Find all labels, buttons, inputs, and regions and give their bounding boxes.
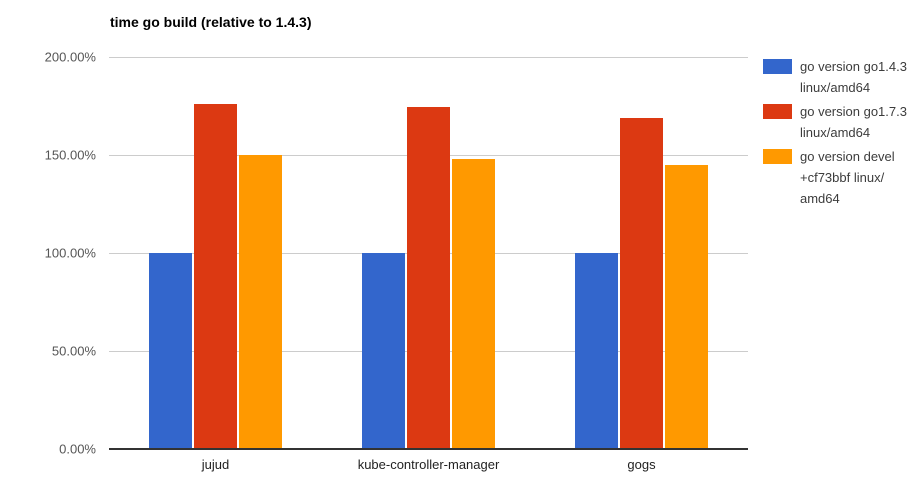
legend-label-line: go version go1.4.3 xyxy=(800,59,907,74)
legend-label-line: +cf73bbf linux/ xyxy=(800,170,885,185)
y-axis-tick-label: 150.00% xyxy=(44,147,96,163)
legend-label: go version go1.4.3 linux/amd64 xyxy=(800,56,907,98)
y-axis-tick-label: 0.00% xyxy=(59,441,96,457)
bar-gogs-series-0[interactable] xyxy=(575,253,618,449)
bar-kube-controller-manager-series-1[interactable] xyxy=(407,106,450,449)
legend-swatch-icon xyxy=(763,149,792,164)
plot-area xyxy=(109,57,748,450)
y-axis-tick-label: 50.00% xyxy=(51,343,96,359)
legend-label-line: linux/amd64 xyxy=(800,125,871,140)
legend: go version go1.4.3 linux/amd64 go version … xyxy=(763,56,918,212)
legend-label-line: go version devel xyxy=(800,149,895,164)
legend-label-line: amd64 xyxy=(800,191,840,206)
legend-label: go version go1.7.3 linux/amd64 xyxy=(800,101,907,143)
bar-gogs-series-2[interactable] xyxy=(665,164,708,449)
legend-swatch-icon xyxy=(763,104,792,119)
gridline xyxy=(109,57,748,58)
x-axis-line xyxy=(109,448,748,450)
y-axis-tick-label: 100.00% xyxy=(44,245,96,261)
chart-title: time go build (relative to 1.4.3) xyxy=(110,14,312,30)
legend-entry: go version go1.7.3 linux/amd64 xyxy=(763,101,918,143)
bar-gogs-series-1[interactable] xyxy=(620,117,663,449)
x-axis-label: kube-controller-manager xyxy=(357,457,500,472)
legend-label-line: go version go1.7.3 xyxy=(800,104,907,119)
legend-entry: go version go1.4.3 linux/amd64 xyxy=(763,56,918,98)
y-axis-tick-label: 200.00% xyxy=(44,49,96,65)
legend-label-line: linux/amd64 xyxy=(800,80,871,95)
bar-kube-controller-manager-series-2[interactable] xyxy=(452,158,495,449)
bar-jujud-series-2[interactable] xyxy=(239,155,282,449)
bar-jujud-series-0[interactable] xyxy=(149,253,192,449)
legend-label: go version devel +cf73bbf linux/amd64 xyxy=(800,146,895,209)
bar-kube-controller-manager-series-0[interactable] xyxy=(362,253,405,449)
legend-entry: go version devel +cf73bbf linux/amd64 xyxy=(763,146,918,209)
x-axis-label: gogs xyxy=(627,457,656,472)
x-axis-label: jujud xyxy=(201,457,230,472)
legend-swatch-icon xyxy=(763,59,792,74)
bar-jujud-series-1[interactable] xyxy=(194,104,237,449)
